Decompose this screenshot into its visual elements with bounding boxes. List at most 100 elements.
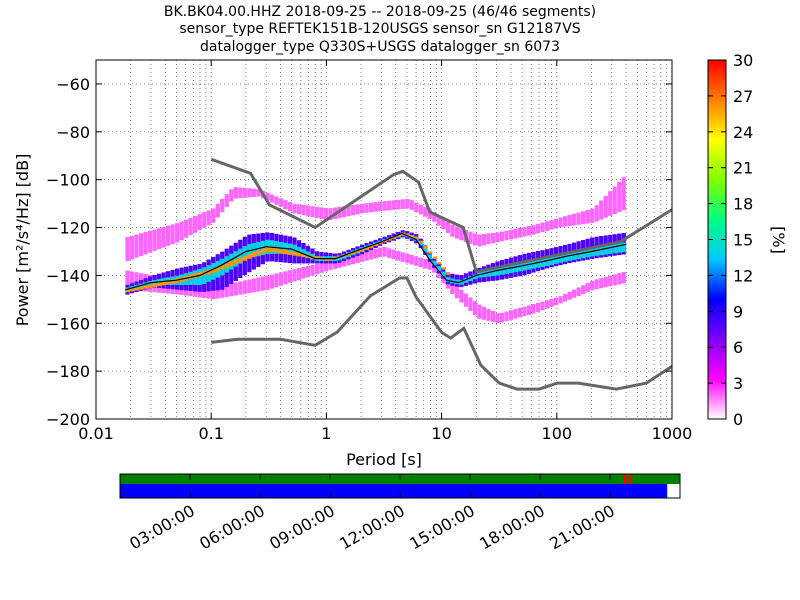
psd-outlier-band-cell <box>513 228 518 239</box>
psd-outlier-band-cell <box>301 267 306 279</box>
colorbar-tick-label: 12 <box>733 266 753 285</box>
psd-outlier-band-cell <box>319 207 324 219</box>
psd-outlier-band-cell <box>504 230 509 241</box>
psd-outlier-band-cell <box>472 301 477 316</box>
psd-outlier-band-cell <box>572 213 577 226</box>
psd-density-cell <box>229 261 234 266</box>
psd-outlier-band-cell <box>418 204 423 215</box>
psd-density-cell <box>621 242 626 253</box>
psd-outlier-band-cell <box>283 200 288 210</box>
psd-density-cell <box>446 272 451 275</box>
psd-density-cell <box>612 243 617 254</box>
psd-outlier-band-cell <box>274 273 279 288</box>
psd-density-cell <box>265 246 270 252</box>
psd-density-cell <box>197 268 202 285</box>
psd-density-cell <box>242 246 247 261</box>
psd-outlier-band-cell <box>314 263 320 275</box>
timeline-tick-label: 18:00:00 <box>476 501 548 553</box>
psd-outlier-band-cell <box>432 212 437 222</box>
psd-outlier-band-cell <box>585 210 590 224</box>
psd-density-cell <box>260 248 266 254</box>
psd-outlier-band-cell <box>251 188 256 197</box>
psd-outlier-band-cell <box>156 228 162 250</box>
psd-outlier-band-cell <box>477 234 482 247</box>
psd-outlier-band-cell <box>486 308 491 321</box>
colorbar-tick-label: 3 <box>733 374 743 393</box>
psd-outlier-band-cell <box>576 287 581 296</box>
psd-outlier-band-cell <box>206 286 211 299</box>
psd-density-cell <box>423 245 428 249</box>
psd-density-cell <box>138 286 144 290</box>
psd-outlier-band-cell <box>617 181 622 213</box>
psd-density-cell <box>432 256 437 259</box>
psd-density-cell <box>215 266 220 272</box>
psd-outlier-band-cell <box>323 261 329 272</box>
psd-outlier-band-cell <box>378 247 383 258</box>
data-coverage-timeline: 03:00:0006:00:0009:00:0012:00:0015:00:00… <box>119 473 681 553</box>
psd-outlier-band-cell <box>242 280 247 294</box>
psd-outlier-band-cell <box>450 282 455 294</box>
psd-outlier-band-cell <box>612 274 617 286</box>
timeline-tick-label: 06:00:00 <box>196 501 268 553</box>
psd-outlier-band-cell <box>387 200 392 211</box>
psd-outlier-band-cell <box>211 208 216 223</box>
figure-title: BK.BK04.00.HHZ 2018-09-25 -- 2018-09-25 … <box>164 4 596 55</box>
psd-outlier-band-cell <box>445 221 450 233</box>
psd-outlier-band-cell <box>256 277 261 292</box>
psd-outlier-band-cell <box>472 233 477 246</box>
psd-outlier-band-cell <box>387 248 392 258</box>
colorbar-tick-label: 21 <box>733 159 753 178</box>
psd-outlier-band-cell <box>405 198 410 209</box>
psd-outlier-band-cell <box>211 287 216 300</box>
title-line-2: sensor_type REFTEK151B-120USGS sensor_sn… <box>179 21 580 37</box>
psd-outlier-band-cell <box>490 232 496 244</box>
psd-outlier-band-cell <box>504 311 509 322</box>
psd-outlier-band-cell <box>355 204 360 215</box>
timeline-tick-label: 03:00:00 <box>126 501 198 553</box>
psd-density-cell <box>147 284 153 288</box>
psd-outlier-band-cell <box>175 223 180 243</box>
psd-outlier-band-cell <box>152 229 157 251</box>
psd-density-cell <box>166 280 171 285</box>
psd-outlier-band-cell <box>603 276 608 288</box>
psd-outlier-band-cell <box>323 208 329 220</box>
psd-outlier-band-cell <box>251 278 256 293</box>
psd-density-cell <box>125 289 130 293</box>
psd-density-cell <box>410 235 415 238</box>
psd-outlier-band-cell <box>274 196 279 205</box>
psd-outlier-band-cell <box>490 310 496 322</box>
y-tick-label: −120 <box>46 219 90 238</box>
psd-outlier-band-cell <box>215 203 220 218</box>
psd-outlier-band-cell <box>572 289 577 298</box>
psd-outlier-band-cell <box>427 209 432 219</box>
noise-models <box>210 157 673 391</box>
psd-density-cell <box>441 271 446 277</box>
psd-outlier-band-cell <box>238 187 243 199</box>
x-tick-label: 1000 <box>652 424 693 443</box>
psd-outlier-band-cell <box>576 212 581 225</box>
psd-outlier-band-cell <box>260 276 265 291</box>
timeline-tick-label: 09:00:00 <box>266 501 338 553</box>
psd-outlier-band-cell <box>508 229 514 240</box>
psd-density-cell <box>468 276 473 282</box>
psd-density-cell <box>193 273 198 278</box>
y-tick-label: −60 <box>56 75 90 94</box>
psd-density-cell <box>296 246 302 256</box>
psd-outlier-band-cell <box>202 212 207 228</box>
psd-outlier-band-cell <box>409 254 414 265</box>
timeline-gap-marker <box>624 475 627 484</box>
x-tick-label: 10 <box>431 424 451 443</box>
psd-density-cell <box>459 279 464 285</box>
psd-outlier-band-cell <box>233 282 238 296</box>
psd-density-cell <box>427 254 432 260</box>
psd-density-cell <box>233 259 239 265</box>
psd-outlier-band-cell <box>215 286 220 299</box>
psd-outlier-band-cell <box>567 291 572 300</box>
high-noise-model-line <box>210 157 673 274</box>
psd-outlier-band-cell <box>341 256 347 267</box>
psd-density-cell <box>369 245 374 249</box>
colorbar-tick-label: 27 <box>733 87 753 106</box>
psd-outlier-band-cell <box>287 270 293 283</box>
psd-outlier-band-cell <box>481 306 486 320</box>
psd-outlier-band-cell <box>549 220 554 230</box>
